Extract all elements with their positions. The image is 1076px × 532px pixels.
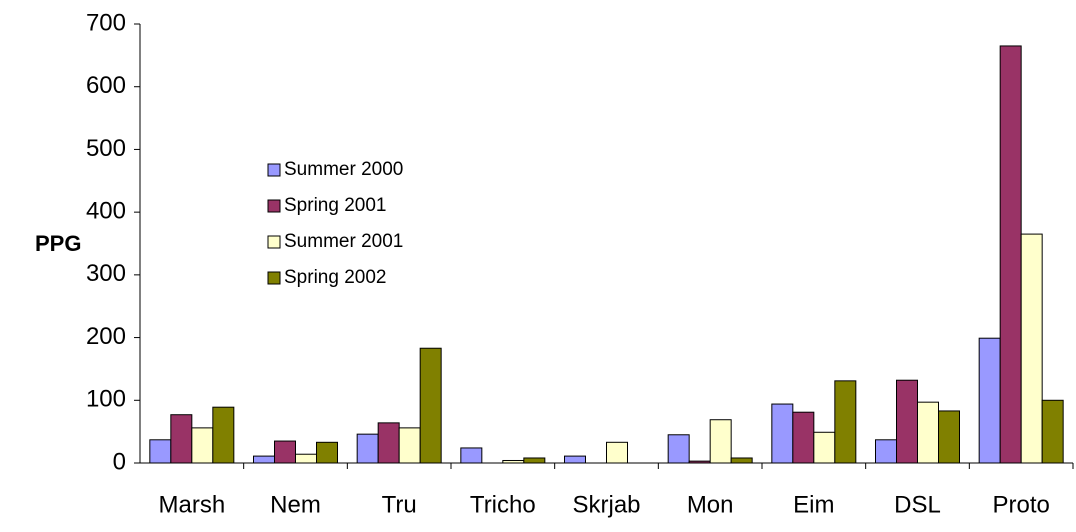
bar xyxy=(938,410,960,464)
x-tick-label: Marsh xyxy=(158,491,225,518)
x-tick-label: Nem xyxy=(270,491,321,518)
x-tick-label: Tricho xyxy=(470,491,536,518)
legend-label: Summer 2001 xyxy=(284,231,403,252)
bar xyxy=(212,406,235,464)
bar xyxy=(170,414,193,464)
bar xyxy=(523,457,546,464)
y-tick-label: 100 xyxy=(86,386,126,413)
y-axis-label: PPG xyxy=(35,231,81,256)
bar xyxy=(792,411,815,464)
bar xyxy=(460,447,483,464)
bar xyxy=(834,380,857,464)
bar xyxy=(1041,399,1064,464)
bar xyxy=(1020,233,1043,464)
x-tick-label: Proto xyxy=(992,491,1049,518)
bar xyxy=(149,439,172,464)
y-tick-label: 600 xyxy=(86,72,126,99)
bar xyxy=(667,434,690,464)
x-tick-label: Mon xyxy=(687,491,734,518)
legend-label: Spring 2002 xyxy=(284,267,386,288)
bar xyxy=(875,439,897,464)
legend-swatch xyxy=(267,199,281,213)
x-tick-label: Tru xyxy=(382,491,417,518)
bar xyxy=(356,433,379,464)
y-tick-label: 500 xyxy=(86,135,126,162)
bar xyxy=(688,460,711,464)
bar xyxy=(253,455,275,464)
legend-swatch xyxy=(267,271,281,285)
y-tick-label: 700 xyxy=(86,9,126,36)
bar xyxy=(377,422,400,464)
bar xyxy=(813,431,836,464)
y-tick-label: 0 xyxy=(113,448,126,475)
legend-swatch xyxy=(267,235,281,249)
legend-label: Spring 2001 xyxy=(284,195,386,216)
bar xyxy=(502,459,525,464)
y-tick-label: 400 xyxy=(86,197,126,224)
bar xyxy=(316,441,338,464)
x-tick-label: DSL xyxy=(894,491,941,518)
bar xyxy=(419,347,442,464)
bar xyxy=(398,427,421,464)
x-tick-label: Eim xyxy=(793,491,834,518)
bar xyxy=(771,403,794,464)
bar xyxy=(709,419,732,464)
legend-swatch xyxy=(267,163,281,177)
y-tick-label: 200 xyxy=(86,323,126,350)
bar xyxy=(295,453,317,464)
bar xyxy=(896,379,918,464)
bar xyxy=(999,45,1022,464)
bar xyxy=(978,337,1001,464)
bar xyxy=(274,440,296,464)
legend-label: Summer 2000 xyxy=(284,159,403,180)
bar xyxy=(564,455,586,464)
x-tick-label: Skrjab xyxy=(572,491,640,518)
bar xyxy=(191,427,214,464)
bar xyxy=(917,401,939,464)
bar xyxy=(730,457,753,464)
bar xyxy=(606,441,628,464)
y-tick-label: 300 xyxy=(86,260,126,287)
